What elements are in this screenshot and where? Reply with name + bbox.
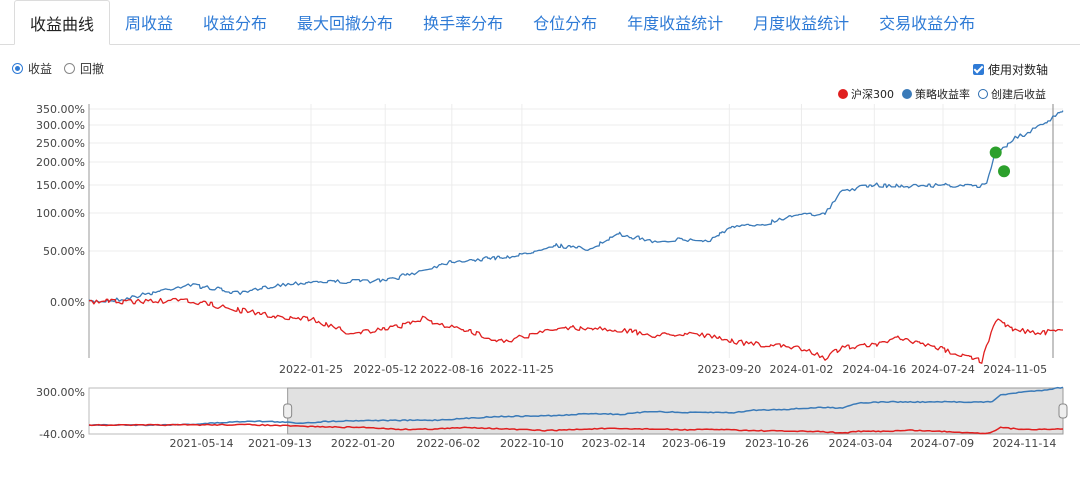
legend-label-post-creation: 创建后收益 [991, 88, 1046, 101]
legend-dot-strategy [902, 89, 912, 99]
legend-item-hs300[interactable]: 沪深300 [838, 86, 894, 102]
view-mode-group: 收益 回撤 [12, 60, 116, 77]
legend-label-strategy: 策略收益率 [915, 88, 970, 101]
x-tick-label: 2022-11-25 [490, 363, 554, 376]
log-axis-label: 使用对数轴 [988, 63, 1049, 77]
navigator-x-tick-label: 2024-11-14 [992, 437, 1056, 450]
y-tick-label: 100.00% [36, 207, 85, 220]
chart-legend: 沪深300 策略收益率 创建后收益 [830, 86, 1046, 102]
navigator-y-tick-label: -40.00% [39, 428, 85, 441]
navigator-handle-left[interactable] [283, 403, 293, 419]
navigator-x-tick-label: 2021-09-13 [248, 437, 312, 450]
tab-4[interactable]: 换手率分布 [423, 14, 504, 33]
y-tick-label: 0.00% [50, 296, 85, 309]
legend-label-hs300: 沪深300 [851, 88, 894, 101]
x-tick-label: 2024-11-05 [983, 363, 1047, 376]
navigator-selection [287, 387, 1064, 435]
navigator-y-tick-label: 300.00% [36, 386, 85, 399]
tab-1[interactable]: 周收益 [125, 14, 174, 33]
x-tick-label: 2024-01-02 [769, 363, 833, 376]
radio-returns-label: 收益 [28, 62, 53, 76]
navigator-handle-right[interactable] [1058, 403, 1068, 419]
navigator-x-tick-label: 2022-06-02 [416, 437, 480, 450]
x-tick-label: 2024-07-24 [911, 363, 975, 376]
navigator-x-tick-label: 2022-01-20 [331, 437, 395, 450]
log-axis-toggle[interactable]: 使用对数轴 [973, 61, 1048, 78]
navigator-x-tick-label: 2021-05-14 [170, 437, 234, 450]
tab-3[interactable]: 最大回撤分布 [297, 14, 394, 33]
tab-7[interactable]: 月度收益统计 [753, 14, 850, 33]
legend-item-strategy[interactable]: 策略收益率 [902, 86, 970, 102]
y-tick-label: 50.00% [43, 245, 85, 258]
legend-dot-hs300 [838, 89, 848, 99]
navigator-x-tick-label: 2023-02-14 [582, 437, 646, 450]
event-marker-1 [998, 165, 1011, 178]
y-tick-label: 250.00% [36, 137, 85, 150]
legend-dot-post-creation [978, 89, 988, 99]
y-tick-label: 300.00% [36, 119, 85, 132]
event-marker-0 [989, 146, 1002, 159]
radio-drawdown-indicator[interactable] [64, 63, 76, 74]
navigator-x-tick-label: 2022-10-10 [500, 437, 564, 450]
legend-item-post-creation[interactable]: 创建后收益 [978, 86, 1046, 102]
y-tick-label: 350.00% [36, 103, 85, 116]
radio-drawdown-label: 回撤 [80, 62, 105, 76]
x-tick-label: 2023-09-20 [697, 363, 761, 376]
x-tick-label: 2024-04-16 [842, 363, 906, 376]
series-line-1 [88, 297, 1064, 364]
navigator-x-tick-label: 2023-06-19 [662, 437, 726, 450]
radio-returns-indicator[interactable] [12, 63, 23, 74]
navigator-x-tick-label: 2024-03-04 [829, 437, 893, 450]
x-tick-label: 2022-08-16 [420, 363, 484, 376]
x-tick-label: 2022-01-25 [279, 363, 343, 376]
log-axis-checkbox[interactable] [973, 64, 984, 75]
tab-0[interactable]: 收益曲线 [14, 0, 111, 45]
tab-bar: 收益曲线 周收益 收益分布 最大回撤分布 换手率分布 仓位分布 年度收益统计 月度收益统计 交易… [0, 0, 1080, 45]
navigator-x-tick-label: 2023-10-26 [745, 437, 809, 450]
navigator-line-0 [89, 386, 1064, 427]
navigator-x-tick-label: 2024-07-09 [910, 437, 974, 450]
tab-8[interactable]: 交易收益分布 [879, 14, 976, 33]
navigator-line-1 [88, 423, 1064, 435]
radio-returns[interactable]: 收益 [12, 60, 52, 77]
y-tick-label: 200.00% [36, 156, 85, 169]
x-tick-label: 2022-05-12 [353, 363, 417, 376]
tab-2[interactable]: 收益分布 [203, 14, 268, 33]
y-tick-label: 150.00% [36, 179, 85, 192]
tab-6[interactable]: 年度收益统计 [627, 14, 724, 33]
radio-drawdown[interactable]: 回撤 [64, 60, 104, 77]
series-line-0 [88, 110, 1064, 304]
tab-5[interactable]: 仓位分布 [533, 14, 598, 33]
